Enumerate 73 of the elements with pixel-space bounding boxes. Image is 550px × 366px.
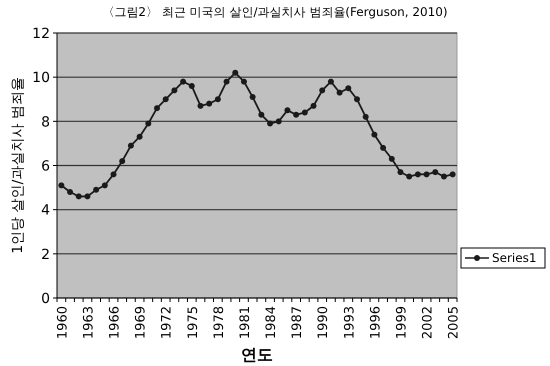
point [424, 171, 430, 178]
point [136, 134, 143, 140]
point [197, 102, 204, 109]
point [302, 110, 308, 116]
point [67, 189, 74, 195]
point [267, 120, 274, 127]
point [232, 70, 238, 76]
x-tick-label: 1987 [290, 306, 306, 340]
point [432, 169, 438, 176]
point [93, 186, 100, 193]
point [188, 83, 195, 89]
x-tick-label: 1978 [212, 306, 227, 340]
y-tick-label: 0 [41, 291, 50, 307]
point [171, 87, 178, 94]
x-axis-title: 연도 [241, 345, 273, 364]
point [214, 96, 221, 102]
x-tick-label: 1990 [316, 306, 332, 340]
point [250, 94, 256, 100]
point [354, 96, 360, 102]
point [119, 158, 126, 164]
point [450, 171, 456, 178]
point [319, 87, 326, 94]
point [84, 193, 90, 200]
point [328, 78, 334, 85]
x-tick-label: 1993 [342, 306, 358, 340]
y-tick-label: 6 [41, 158, 50, 174]
x-tick-label: 1999 [394, 306, 410, 340]
point [58, 182, 64, 188]
y-tick-label: 12 [32, 26, 50, 42]
x-tick-label: 1981 [238, 306, 253, 340]
point [224, 78, 230, 85]
point [276, 118, 282, 124]
point [110, 171, 117, 178]
point [406, 174, 412, 180]
point [128, 142, 134, 149]
point [380, 144, 386, 151]
x-tick-label: 1972 [160, 306, 175, 340]
point [154, 105, 160, 112]
point [310, 102, 317, 109]
y-tick-label: 10 [32, 70, 50, 86]
y-tick-label: 4 [41, 202, 50, 219]
x-tick-label: 1975 [186, 306, 201, 340]
point [336, 90, 343, 96]
y-axis-title: 1인당 살인/과실치사 범죄율 [10, 77, 26, 254]
point [397, 169, 404, 176]
point [102, 182, 108, 188]
x-tick-label: 1966 [108, 306, 123, 340]
point [388, 156, 395, 162]
point [414, 171, 421, 178]
point [293, 112, 300, 118]
point [240, 78, 247, 85]
x-tick-label: 2002 [420, 306, 436, 340]
point [362, 114, 369, 120]
x-tick-label: 1969 [134, 306, 149, 340]
point [440, 174, 447, 180]
point [258, 112, 264, 118]
point [162, 96, 169, 102]
point [284, 107, 290, 114]
x-tick-label: 1963 [81, 306, 96, 340]
point [145, 120, 152, 127]
y-tick-label: 8 [41, 114, 50, 130]
point [345, 85, 352, 92]
legend-label: Series1 [492, 251, 537, 265]
y-tick-label: 2 [41, 246, 50, 263]
x-tick-label: 1984 [264, 306, 280, 340]
chart-title: 〈그림2〉 최근 미국의 살인/과실치사 범죄율(Ferguson, 2010) [102, 5, 448, 19]
point [371, 132, 378, 138]
point [206, 100, 212, 107]
x-tick-label: 1996 [368, 306, 384, 340]
point [76, 193, 82, 200]
point [180, 78, 186, 85]
x-tick-label: 1960 [55, 306, 70, 340]
x-tick-label: 2005 [446, 306, 462, 340]
